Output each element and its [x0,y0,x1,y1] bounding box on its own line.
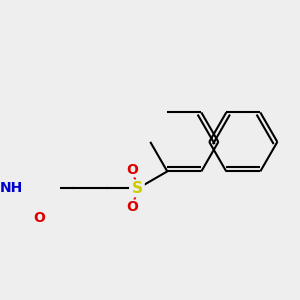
Text: O: O [33,211,45,225]
Text: NH: NH [0,182,23,195]
Text: O: O [126,200,138,214]
Text: O: O [126,163,138,177]
Text: S: S [132,181,143,196]
